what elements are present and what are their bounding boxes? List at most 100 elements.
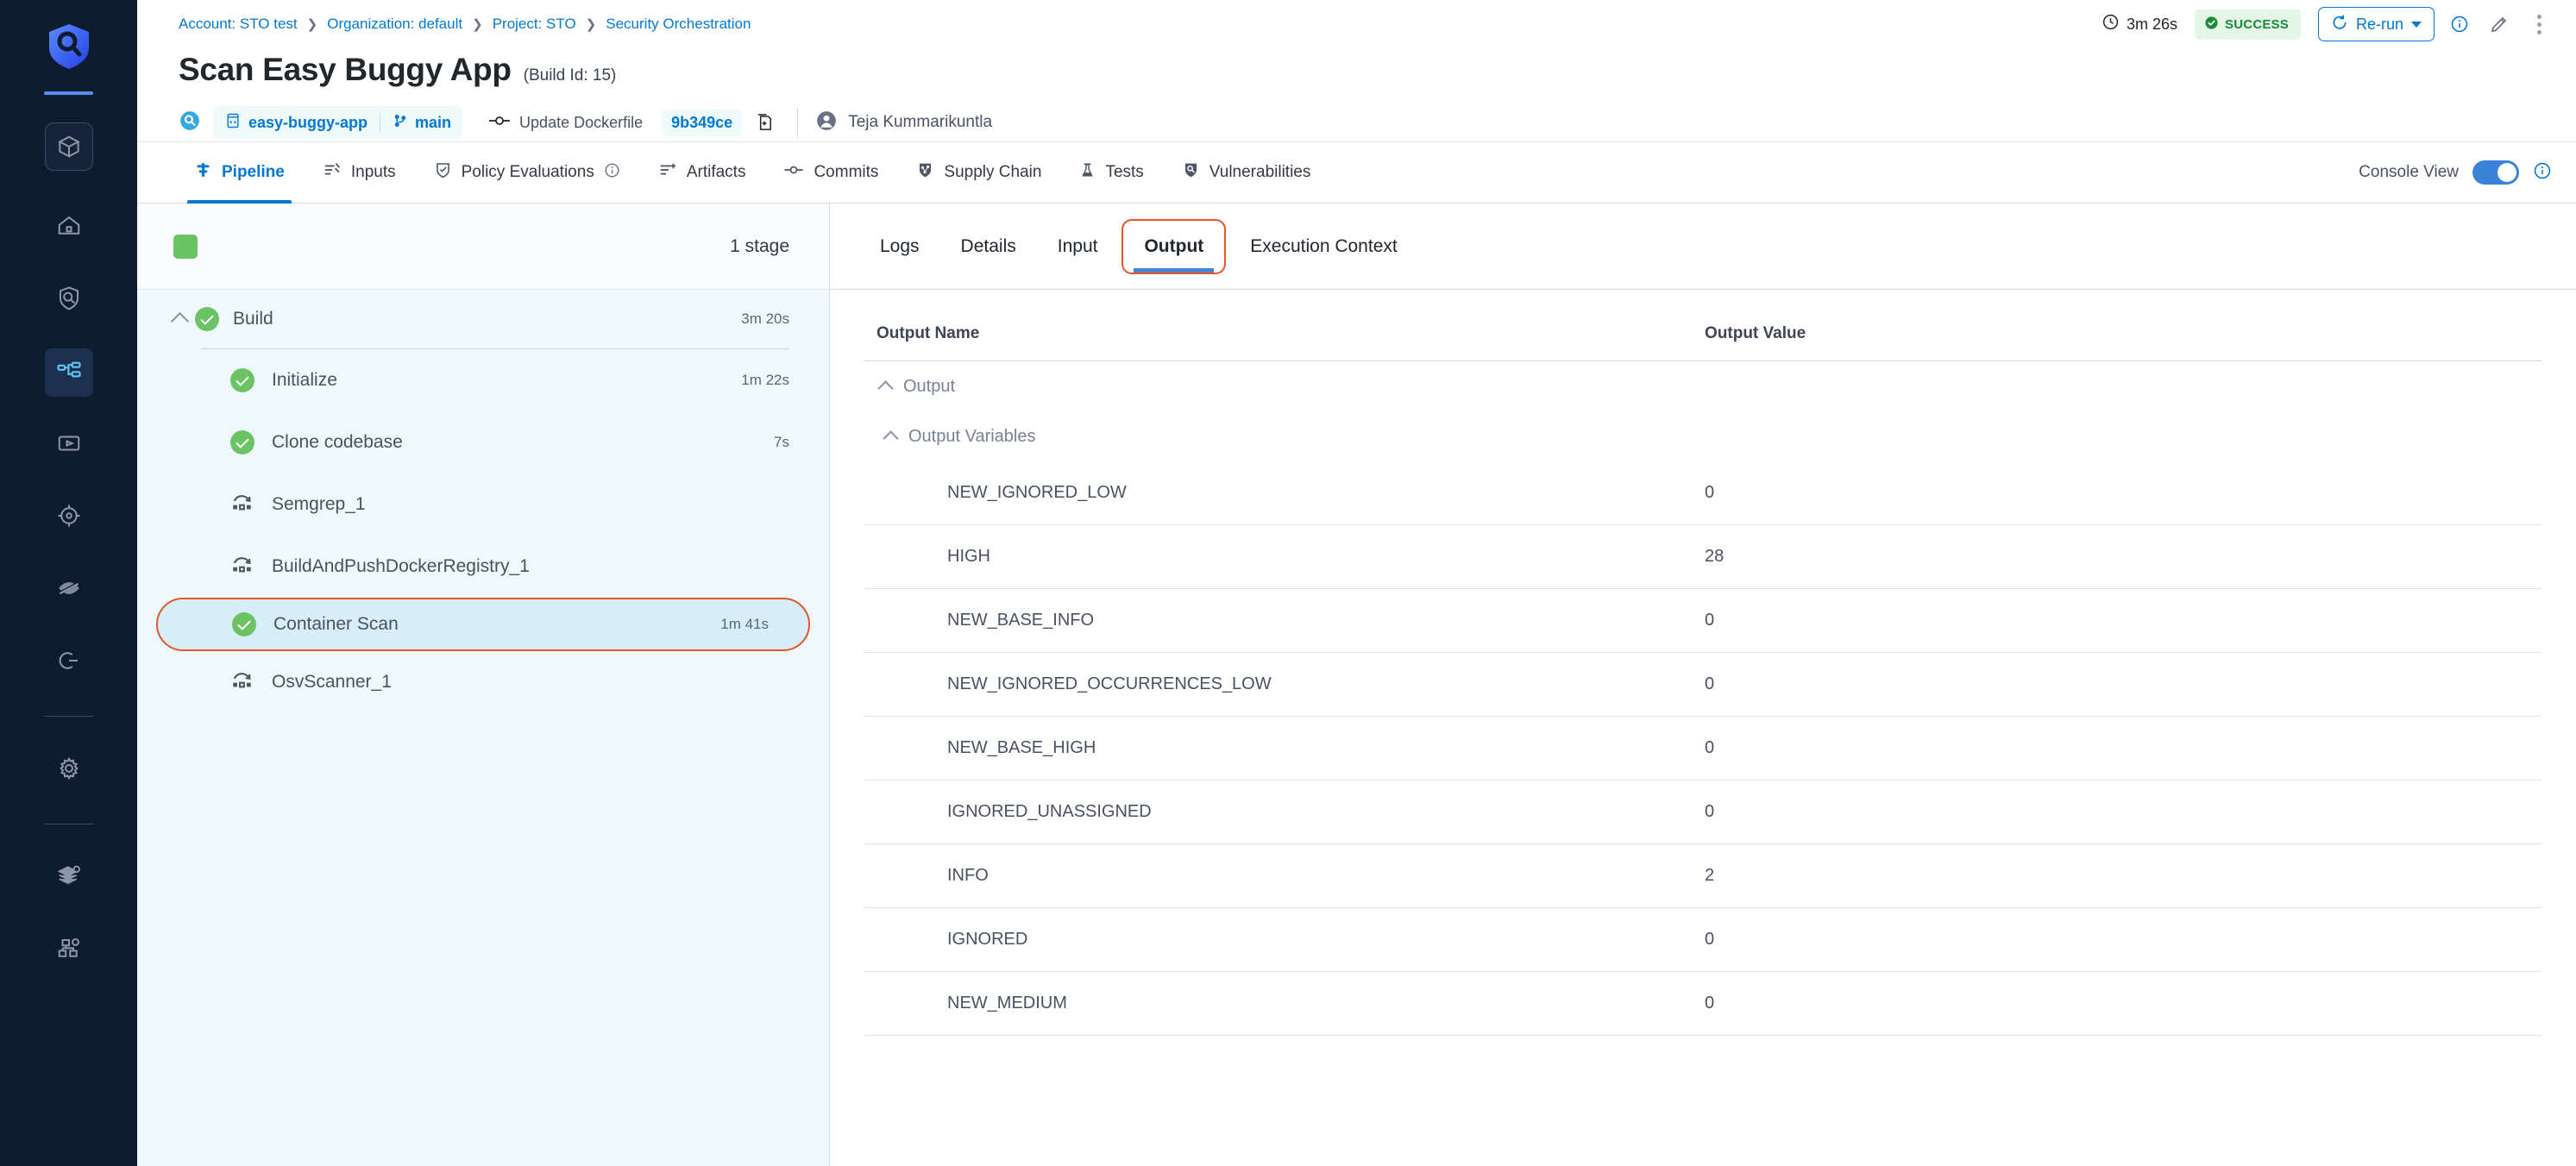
chevron-up-icon	[883, 430, 899, 447]
page-title-row: Scan Easy Buggy App (Build Id: 15)	[137, 48, 2576, 88]
rail-item-home[interactable]	[45, 204, 93, 252]
stage-divider	[201, 348, 789, 349]
step-row-osvscanner[interactable]: OsvScanner_1	[137, 651, 829, 713]
tab-supply-chain[interactable]: Supply Chain	[897, 141, 1060, 204]
not-started-icon	[230, 668, 254, 697]
tab-vulnerabilities-label: Vulnerabilities	[1209, 163, 1311, 181]
tab-policy-evaluations[interactable]: Policy Evaluations	[415, 141, 639, 204]
commit-hash[interactable]: 9b349ce	[662, 109, 743, 136]
rerun-button[interactable]: Re-run	[2317, 7, 2435, 41]
harness-trigger-icon	[179, 110, 201, 136]
status-text: SUCCESS	[2225, 16, 2289, 32]
output-table-container: Output Name Output Value Output Output V…	[830, 290, 2576, 1166]
output-group-output[interactable]: Output	[864, 361, 2541, 411]
chevron-up-icon[interactable]	[170, 311, 190, 331]
output-value: 2	[1705, 866, 1715, 885]
table-row: NEW_IGNORED_LOW 0	[864, 461, 2541, 525]
execution-meta-row: easy-buggy-app main Update Dockerfile 9b…	[137, 88, 2576, 141]
breadcrumb-project[interactable]: Project: STO	[492, 16, 576, 32]
rail-item-account-settings[interactable]	[45, 854, 93, 902]
supply-chain-icon	[916, 160, 934, 185]
rail-item-targets[interactable]	[45, 493, 93, 542]
breadcrumb-module[interactable]: Security Orchestration	[606, 16, 751, 32]
tab-pipeline[interactable]: Pipeline	[175, 141, 304, 204]
tab-inputs[interactable]: Inputs	[304, 141, 415, 204]
table-row: NEW_IGNORED_OCCURRENCES_LOW 0	[864, 653, 2541, 717]
module-box-icon[interactable]	[44, 122, 93, 171]
layers-gear-icon	[56, 863, 82, 893]
meta-divider	[797, 108, 799, 137]
step-name: BuildAndPushDockerRegistry_1	[272, 556, 530, 576]
console-view-toggle[interactable]	[2472, 160, 2519, 185]
step-row-semgrep[interactable]: Semgrep_1	[137, 473, 829, 536]
subtab-execution-context[interactable]: Execution Context	[1250, 235, 1398, 256]
stage-panel: 1 stage Build 3m 20s Initialize 1m 22s	[137, 204, 830, 1166]
output-table: Output Name Output Value Output Output V…	[864, 324, 2541, 1036]
eye-off-icon	[56, 575, 82, 605]
group-label: Output Variables	[908, 426, 1036, 446]
step-row-initialize[interactable]: Initialize 1m 22s	[137, 349, 829, 411]
breadcrumb-organization[interactable]: Organization: default	[327, 16, 463, 32]
repository-icon	[224, 112, 242, 134]
execution-body: 1 stage Build 3m 20s Initialize 1m 22s	[137, 204, 2576, 1166]
check-circle-icon	[2204, 16, 2219, 34]
group-label: Output	[903, 376, 956, 396]
output-table-header: Output Name Output Value	[864, 324, 2541, 361]
rail-item-project-settings[interactable]	[45, 746, 93, 794]
rail-item-scanners[interactable]	[45, 638, 93, 686]
harness-shield-logo-icon[interactable]	[47, 22, 91, 71]
info-icon[interactable]	[2533, 161, 2552, 185]
main-column: Account: STO test ❯ Organization: defaul…	[137, 0, 2576, 1166]
page-title: Scan Easy Buggy App	[179, 52, 512, 87]
step-name: Semgrep_1	[272, 494, 366, 514]
info-icon[interactable]	[604, 162, 620, 184]
tab-vulnerabilities[interactable]: Vulnerabilities	[1163, 141, 1330, 204]
subtab-input[interactable]: Input	[1057, 235, 1098, 256]
tab-tests[interactable]: Tests	[1060, 141, 1162, 204]
chevron-down-icon	[2411, 21, 2422, 28]
tab-commits[interactable]: Commits	[764, 141, 897, 204]
header-actions: 3m 26s SUCCESS Re-run	[2102, 0, 2554, 48]
info-icon[interactable]	[2445, 9, 2474, 39]
step-row-buildandpushdockerregistry[interactable]: BuildAndPushDockerRegistry_1	[137, 536, 829, 598]
tab-artifacts[interactable]: Artifacts	[639, 141, 765, 204]
table-row: NEW_BASE_HIGH 0	[864, 717, 2541, 780]
not-started-icon	[230, 553, 254, 581]
output-value: 0	[1705, 483, 1715, 502]
copy-icon[interactable]	[749, 108, 778, 137]
step-row-container-scan[interactable]: Container Scan 1m 41s	[156, 598, 810, 651]
repo-branch-chip[interactable]: easy-buggy-app main	[213, 106, 463, 139]
stage-panel-header: 1 stage	[137, 204, 829, 290]
column-header-output-name: Output Name	[876, 324, 980, 342]
step-row-clone-codebase[interactable]: Clone codebase 7s	[137, 411, 829, 473]
inputs-icon	[323, 160, 342, 185]
tab-pipeline-label: Pipeline	[222, 163, 285, 181]
branch-icon	[393, 112, 408, 134]
subtab-logs[interactable]: Logs	[880, 235, 920, 256]
console-view-control: Console View	[2359, 160, 2552, 185]
rerun-label: Re-run	[2355, 15, 2403, 33]
kebab-menu-icon[interactable]	[2524, 9, 2554, 39]
stage-row-build[interactable]: Build 3m 20s	[137, 290, 829, 348]
subtab-details[interactable]: Details	[960, 235, 1016, 256]
chevron-up-icon	[877, 380, 894, 397]
tab-commits-label: Commits	[814, 163, 879, 181]
table-row: INFO 2	[864, 844, 2541, 908]
table-row: IGNORED 0	[864, 908, 2541, 972]
vulnerability-shield-icon	[1182, 160, 1200, 185]
rail-item-exemptions[interactable]	[45, 566, 93, 614]
rail-item-security-overview[interactable]	[45, 276, 93, 324]
rail-item-org-settings[interactable]	[45, 926, 93, 975]
power-icon	[56, 648, 82, 678]
stage-status-square-icon	[173, 234, 198, 259]
stage-count: 1 stage	[730, 235, 789, 256]
rail-item-pipelines[interactable]	[44, 348, 93, 397]
subtab-output[interactable]: Output	[1122, 218, 1227, 274]
pencil-icon[interactable]	[2485, 9, 2514, 39]
output-group-output-variables[interactable]: Output Variables	[864, 411, 2541, 461]
breadcrumb-account[interactable]: Account: STO test	[179, 16, 298, 32]
output-name: NEW_BASE_INFO	[947, 611, 1095, 630]
rail-item-executions[interactable]	[45, 421, 93, 469]
breadcrumb-separator: ❯	[472, 17, 483, 32]
